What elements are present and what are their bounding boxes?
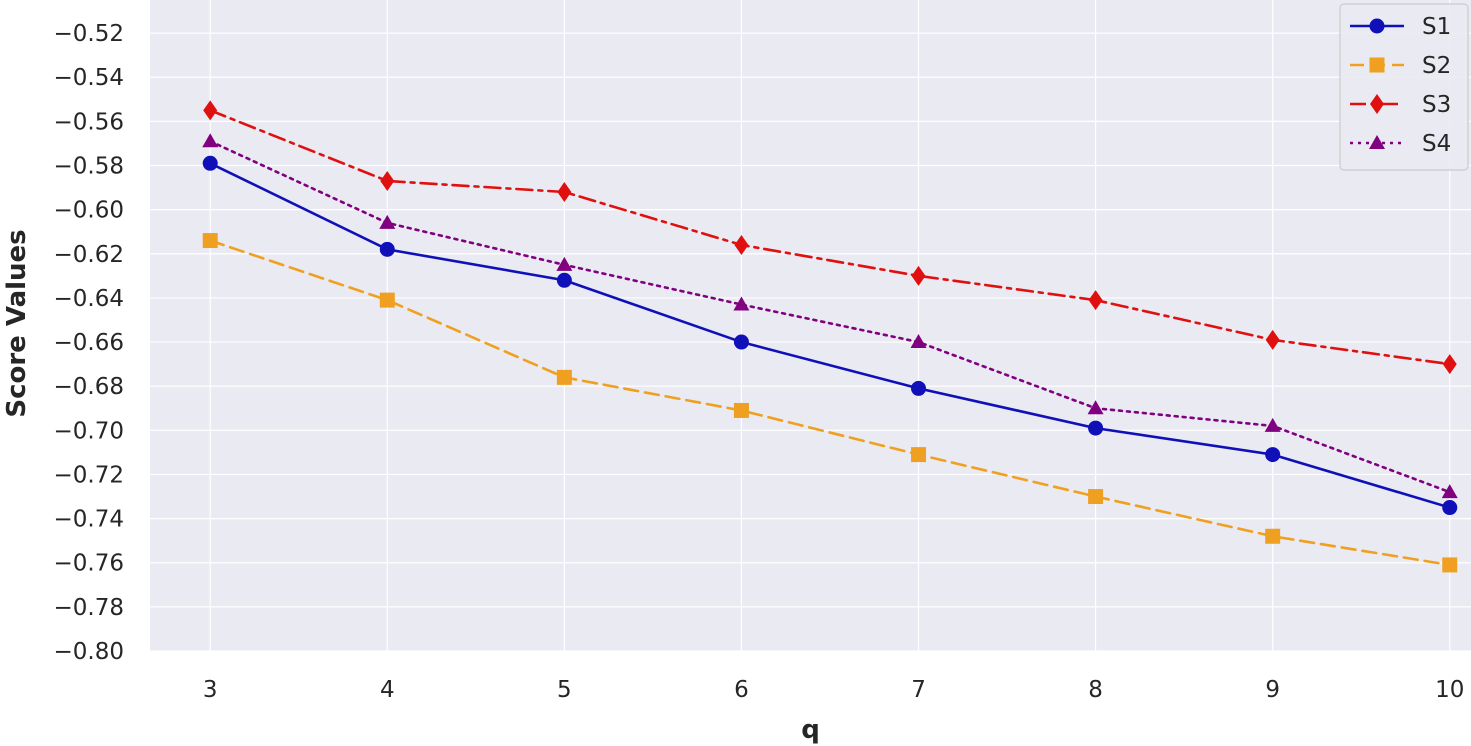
data-point-s4 <box>1087 400 1104 415</box>
y-tick-label: −0.80 <box>54 639 124 665</box>
y-tick-label: −0.68 <box>54 374 124 400</box>
series-layer <box>202 100 1458 573</box>
data-point-s3 <box>1442 354 1457 375</box>
y-axis: −0.80 −0.78 −0.76 −0.74 −0.72 −0.70 −0.68 −0.66… <box>54 21 124 665</box>
y-tick-label: −0.62 <box>54 242 124 268</box>
data-point-s4 <box>910 334 927 349</box>
data-point-s4 <box>1264 417 1281 432</box>
legend-marker-s1 <box>1369 18 1385 34</box>
legend-label-s4: S4 <box>1422 131 1451 157</box>
data-point-s3 <box>203 100 218 121</box>
legend-label-s1: S1 <box>1422 14 1451 40</box>
x-tick-label: 9 <box>1265 677 1280 703</box>
data-point-s1 <box>911 380 927 396</box>
data-point-s3 <box>734 234 749 255</box>
data-point-s4 <box>379 214 396 229</box>
data-point-s3 <box>557 181 572 202</box>
series-line-s3 <box>208 109 1452 366</box>
data-point-s2 <box>379 292 395 308</box>
data-point-s1 <box>556 272 572 288</box>
data-point-s2 <box>1088 489 1104 505</box>
series-line-s4 <box>208 139 1452 494</box>
y-tick-label: −0.74 <box>54 507 124 533</box>
series-line-s1 <box>208 162 1452 509</box>
x-tick-label: 5 <box>557 677 572 703</box>
x-tick-label: 4 <box>380 677 395 703</box>
legend-marker-s3 <box>1370 94 1384 114</box>
x-tick-label: 3 <box>203 677 218 703</box>
data-point-s4 <box>1441 484 1458 499</box>
y-tick-label: −0.58 <box>54 154 124 180</box>
x-tick-label: 7 <box>911 677 926 703</box>
data-point-s3 <box>1265 329 1280 350</box>
y-tick-label: −0.78 <box>54 595 124 621</box>
data-point-s3 <box>1088 290 1103 311</box>
legend-marker-s2 <box>1369 57 1385 73</box>
data-point-s2 <box>556 369 572 385</box>
data-point-s2 <box>1265 528 1281 544</box>
data-point-s1 <box>1265 447 1281 463</box>
y-tick-label: −0.54 <box>54 65 124 91</box>
data-point-s2 <box>1442 557 1458 573</box>
data-point-s2 <box>202 233 218 249</box>
x-axis: 3 4 5 6 7 8 9 10 <box>203 677 1465 703</box>
data-point-s2 <box>733 402 749 418</box>
x-tick-label: 8 <box>1088 677 1103 703</box>
x-tick-label: 10 <box>1435 677 1464 703</box>
data-point-s1 <box>1442 500 1458 516</box>
data-point-s1 <box>202 155 218 171</box>
y-tick-label: −0.70 <box>54 418 124 444</box>
x-axis-title: q <box>801 715 820 745</box>
y-tick-label: −0.56 <box>54 109 124 135</box>
y-tick-label: −0.76 <box>54 551 124 577</box>
data-point-s3 <box>911 265 926 286</box>
y-tick-label: −0.52 <box>54 21 124 47</box>
y-axis-title: Score Values <box>2 229 32 417</box>
grid-lines <box>150 0 1471 652</box>
data-point-s1 <box>379 241 395 257</box>
legend-label-s2: S2 <box>1422 53 1451 79</box>
data-point-s2 <box>911 447 927 463</box>
data-point-s4 <box>556 256 573 271</box>
legend-label-s3: S3 <box>1422 92 1451 118</box>
data-point-s1 <box>1088 420 1104 436</box>
data-point-s3 <box>380 170 395 191</box>
data-point-s4 <box>733 296 750 311</box>
y-tick-label: −0.60 <box>54 198 124 224</box>
legend-box <box>1339 3 1469 171</box>
y-tick-label: −0.66 <box>54 330 124 356</box>
series-line-s2 <box>208 239 1452 567</box>
data-point-s4 <box>202 133 219 148</box>
data-point-s1 <box>733 334 749 350</box>
legend-marker-s4 <box>1369 135 1385 149</box>
x-tick-label: 6 <box>734 677 749 703</box>
y-tick-label: −0.64 <box>54 286 124 312</box>
legend: S1 S2 S3 S4 <box>1339 3 1469 171</box>
y-tick-label: −0.72 <box>54 462 124 488</box>
plot-background <box>150 0 1471 651</box>
